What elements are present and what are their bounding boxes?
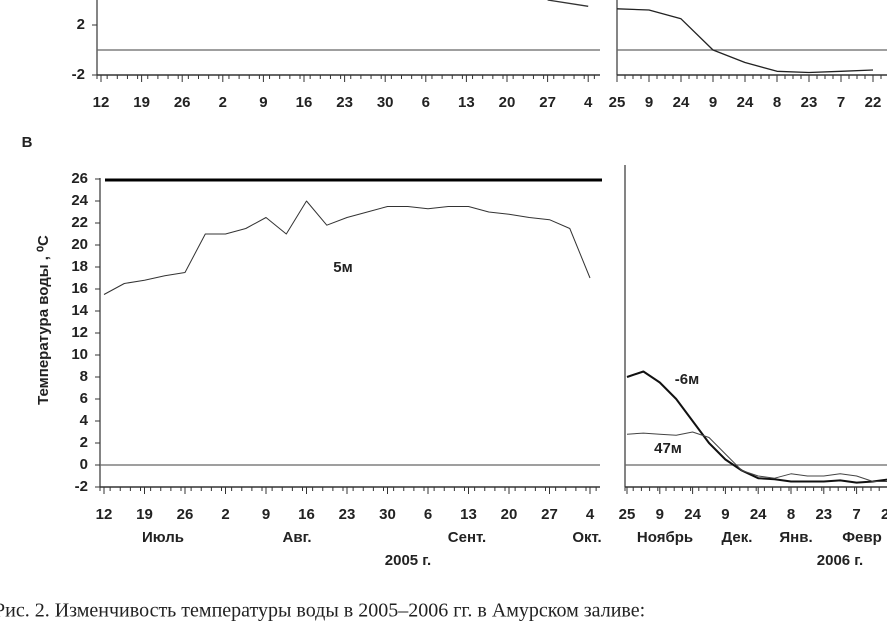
x-tick-label: 9	[709, 94, 717, 111]
x-tick-label: 16	[298, 506, 315, 523]
y-tick-label: 26	[71, 170, 88, 187]
y-tick-label: 14	[71, 302, 88, 319]
y-tick-label: 16	[71, 280, 88, 297]
x-tick-label: 23	[339, 506, 356, 523]
x-tick-label: 24	[684, 506, 701, 523]
x-tick-label: 20	[501, 506, 518, 523]
month-label: Авг.	[283, 529, 312, 546]
caption: Рис. 2. Изменчивость температуры воды в …	[0, 600, 645, 622]
y-tick-label: 2	[80, 434, 88, 451]
x-tick-label: 30	[377, 94, 394, 111]
x-tick-label: 25	[609, 94, 626, 111]
x-tick-label: 20	[499, 94, 516, 111]
x-tick-label: 12	[96, 506, 113, 523]
y-tick-label: -2	[72, 66, 85, 83]
x-tick-label: 9	[645, 94, 653, 111]
y-tick-label: 0	[80, 456, 88, 473]
y-tick-label: 18	[71, 258, 88, 275]
y-tick-label: 8	[80, 368, 88, 385]
y-tick-label: 24	[71, 192, 88, 209]
series-label: -6м	[675, 371, 699, 388]
x-tick-label: 24	[750, 506, 767, 523]
x-tick-label: 19	[133, 94, 150, 111]
x-tick-label: 13	[458, 94, 475, 111]
x-tick-label: 23	[336, 94, 353, 111]
month-label: Июль	[142, 529, 184, 546]
month-label: Февр	[842, 529, 882, 546]
x-tick-label: 4	[584, 94, 593, 111]
x-tick-label: 9	[262, 506, 270, 523]
x-tick-label: 23	[801, 94, 818, 111]
x-tick-label: 9	[656, 506, 664, 523]
x-tick-label: 26	[174, 94, 191, 111]
data-line	[626, 370, 887, 484]
y-tick-label: 4	[80, 412, 89, 429]
x-tick-label: 25	[619, 506, 636, 523]
x-tick-label: 8	[773, 94, 781, 111]
y-tick-label: 12	[71, 324, 88, 341]
y-axis-label: Температура воды , ⁰С	[35, 235, 52, 405]
panel-label: В	[22, 134, 33, 151]
x-tick-label: 19	[136, 506, 153, 523]
x-tick-label: 22	[881, 506, 887, 523]
x-tick-label: 13	[460, 506, 477, 523]
x-tick-label: 9	[259, 94, 267, 111]
x-tick-label: 30	[379, 506, 396, 523]
x-tick-label: 27	[539, 94, 556, 111]
x-tick-label: 26	[177, 506, 194, 523]
x-tick-label: 16	[296, 94, 313, 111]
x-tick-label: 9	[721, 506, 729, 523]
x-tick-label: 6	[424, 506, 432, 523]
y-tick-label: 2	[77, 16, 85, 33]
x-tick-label: 7	[852, 506, 860, 523]
y-tick-label: 10	[71, 346, 88, 363]
y-tick-label: 22	[71, 214, 88, 231]
data-line	[616, 8, 874, 74]
data-line	[547, 0, 589, 7]
month-label: Ноябрь	[637, 529, 693, 546]
x-tick-label: 27	[541, 506, 558, 523]
x-tick-label: 22	[865, 94, 882, 111]
x-tick-label: 23	[815, 506, 832, 523]
data-line	[103, 200, 591, 295]
y-tick-label: 20	[71, 236, 88, 253]
x-tick-label: 2	[219, 94, 227, 111]
y-tick-label: 6	[80, 390, 88, 407]
month-label: Сент.	[448, 529, 486, 546]
x-tick-label: 7	[837, 94, 845, 111]
month-label: Янв.	[779, 529, 812, 546]
x-tick-label: 12	[93, 94, 110, 111]
x-tick-label: 24	[673, 94, 690, 111]
month-label: Дек.	[722, 529, 753, 546]
year-label: 2005 г.	[385, 552, 431, 569]
data-line	[626, 431, 887, 482]
y-tick-label: -2	[75, 478, 88, 495]
x-tick-label: 8	[787, 506, 795, 523]
x-tick-label: 4	[586, 506, 595, 523]
series-label: 5м	[333, 259, 352, 276]
x-tick-label: 6	[422, 94, 430, 111]
x-tick-label: 24	[737, 94, 754, 111]
series-label: 47м	[654, 440, 682, 457]
year-label: 2006 г.	[817, 552, 863, 569]
x-tick-label: 2	[221, 506, 229, 523]
month-label: Окт.	[572, 529, 601, 546]
